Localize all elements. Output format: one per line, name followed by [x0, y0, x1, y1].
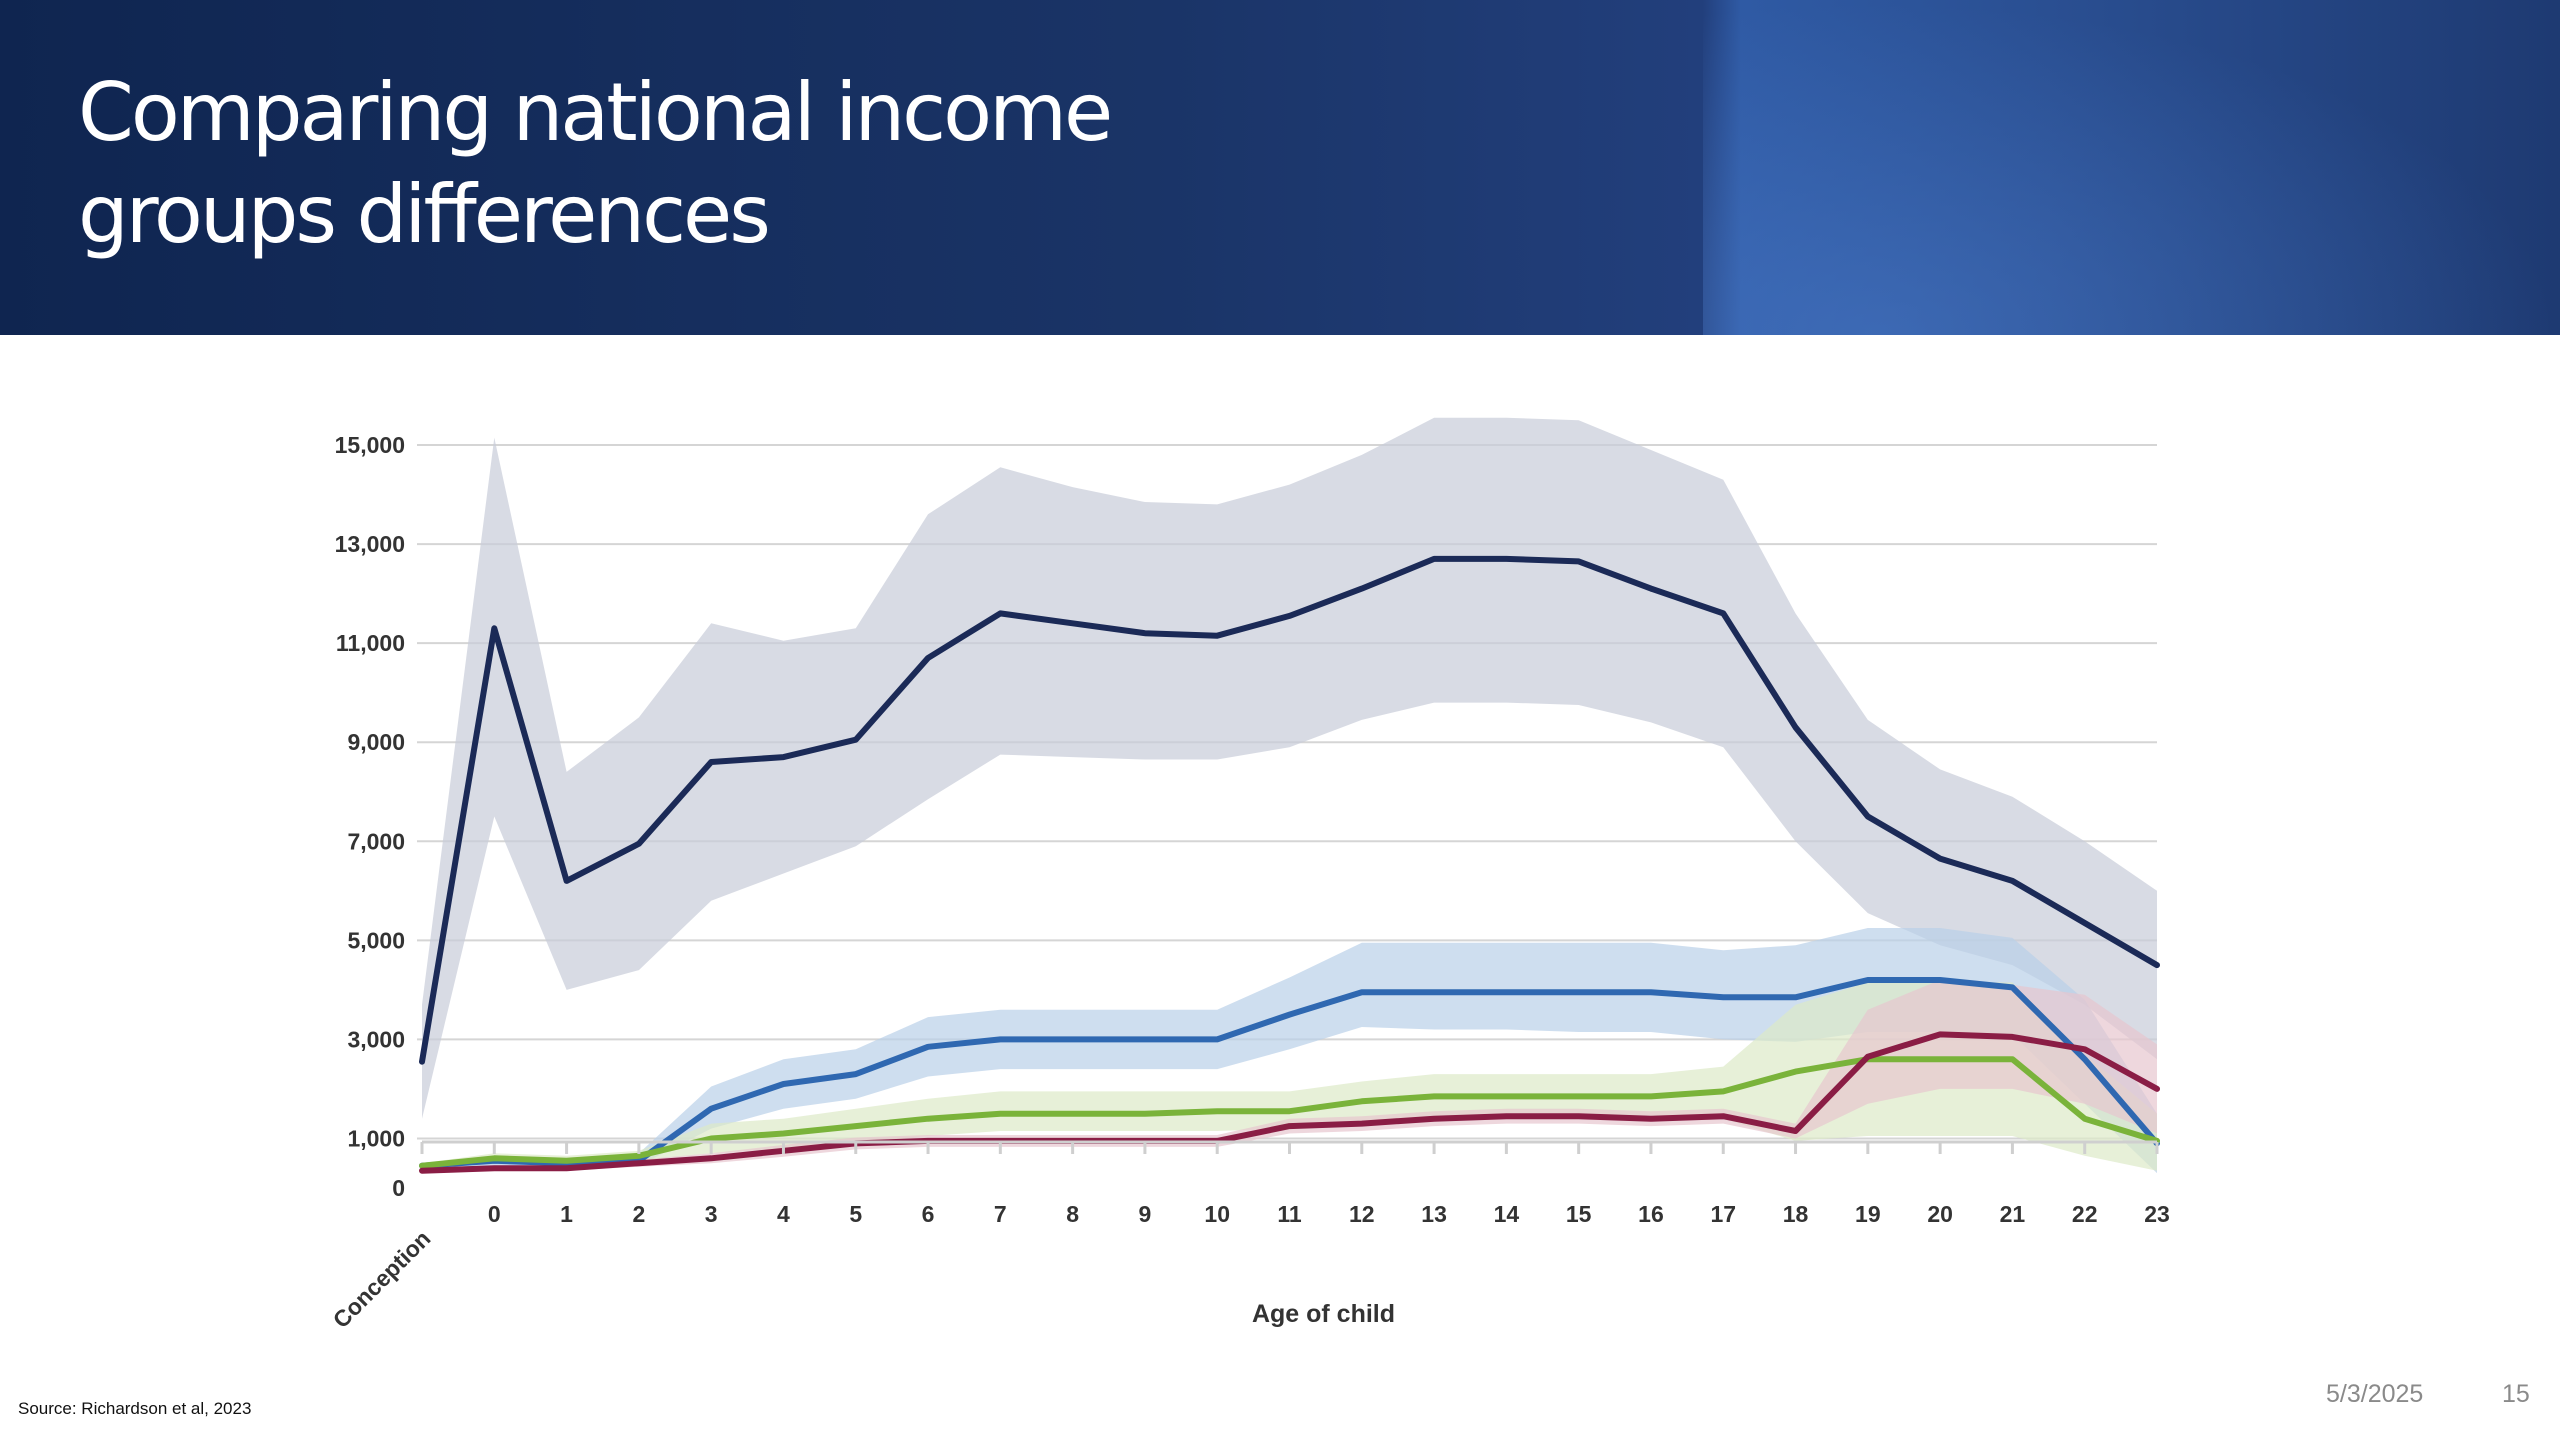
x-tick-label: 21 — [2000, 1201, 2026, 1227]
x-tick-label: 9 — [1139, 1201, 1152, 1227]
y-tick-label: 7,000 — [347, 828, 405, 854]
series-1-band — [422, 417, 2157, 1119]
x-tick-label: 22 — [2072, 1201, 2098, 1227]
x-tick-label: 17 — [1710, 1201, 1736, 1227]
series-2-band — [422, 928, 2157, 1174]
x-tick-label: 10 — [1204, 1201, 1230, 1227]
x-tick-label: 7 — [994, 1201, 1007, 1227]
x-tick-label: 13 — [1421, 1201, 1447, 1227]
y-tick-label: 11,000 — [336, 630, 405, 656]
x-tick-label: 11 — [1277, 1201, 1302, 1227]
x-tick-label: 23 — [2144, 1201, 2170, 1227]
x-tick-label: 6 — [922, 1201, 935, 1227]
slide-title-line-1: Comparing national income — [78, 66, 1113, 159]
series-lines — [419, 555, 2160, 1174]
y-tick-label: 0 — [392, 1175, 405, 1201]
y-tick-label: 1,000 — [347, 1125, 405, 1151]
y-tick-labels: 0 1,000 3,000 5,000 7,000 9,000 11,000 13,000 15… — [335, 432, 405, 1201]
x-tick-label: 14 — [1494, 1201, 1520, 1227]
x-axis — [420, 1140, 2159, 1154]
y-tick-label: 5,000 — [347, 927, 405, 953]
slide-title: Comparing national income groups differe… — [78, 62, 1113, 266]
y-tick-label: 9,000 — [347, 729, 405, 755]
series-2-line — [419, 977, 2160, 1169]
x-tick-label: 3 — [705, 1201, 718, 1227]
series-1-line — [419, 555, 2160, 1065]
header-glow — [1703, 0, 2560, 335]
x-tick-label: 15 — [1566, 1201, 1592, 1227]
slide-title-line-2: groups differences — [78, 168, 771, 261]
y-tick-label: 3,000 — [347, 1026, 405, 1052]
x-axis-label: Age of child — [1252, 1300, 1395, 1328]
y-tick-label: 15,000 — [335, 432, 405, 458]
series-4-band — [422, 980, 2157, 1174]
x-tick-label: 20 — [1927, 1201, 1953, 1227]
y-tick-label: 13,000 — [335, 531, 405, 557]
source-note: Source: Richardson et al, 2023 — [18, 1399, 252, 1418]
x-tick-label: 12 — [1349, 1201, 1375, 1227]
x-tick-label: 2 — [632, 1201, 645, 1227]
slide-number: 15 — [2502, 1380, 2530, 1408]
x-tick-label: 19 — [1855, 1201, 1881, 1227]
x-tick-label: 18 — [1783, 1201, 1809, 1227]
x-tick-label: 4 — [777, 1201, 790, 1227]
series-4-line — [419, 1031, 2160, 1174]
x-tick-label: 16 — [1638, 1201, 1664, 1227]
slide-date: 5/3/2025 — [2326, 1380, 2424, 1408]
x-tick-label: 5 — [849, 1201, 862, 1227]
x-tick-label: 0 — [488, 1201, 501, 1227]
x-tick-label: Conception — [328, 1225, 436, 1333]
x-tick-label: 8 — [1066, 1201, 1079, 1227]
x-tick-label: 1 — [560, 1201, 573, 1227]
slide-header: Comparing national income groups differe… — [0, 0, 2560, 335]
